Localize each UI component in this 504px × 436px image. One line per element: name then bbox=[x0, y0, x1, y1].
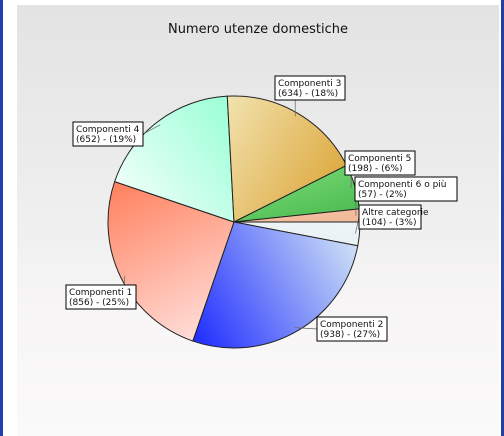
slice-label-value: (104) - (3%) bbox=[362, 218, 416, 228]
slice-label-name: Componenti 3 bbox=[278, 79, 341, 89]
slice-label-name: Altre categorie bbox=[362, 208, 429, 218]
slice-label-value: (938) - (27%) bbox=[320, 330, 380, 340]
slice-label-value: (856) - (25%) bbox=[69, 298, 129, 308]
slice-label: Componenti 1(856) - (25%) bbox=[65, 284, 137, 310]
slice-label: Componenti 6 o più(57) - (2%) bbox=[354, 176, 458, 202]
slice-label-value: (57) - (2%) bbox=[358, 190, 407, 200]
slice-label-box bbox=[65, 284, 137, 310]
slice-label: Componenti 2(938) - (27%) bbox=[316, 316, 388, 342]
slice-label: Componenti 5(198) - (6%) bbox=[344, 150, 416, 176]
chart-title: Numero utenze domestiche bbox=[167, 22, 349, 37]
leader-line bbox=[355, 216, 360, 234]
slice-label-value: (198) - (6%) bbox=[348, 164, 402, 174]
slice-label-box bbox=[344, 150, 416, 176]
slice-label-name: Componenti 6 o più bbox=[358, 180, 446, 190]
slice-label-name: Componenti 4 bbox=[76, 125, 140, 135]
slice-label: Componenti 3(634) - (18%) bbox=[274, 75, 346, 101]
slices-layer bbox=[107, 95, 361, 349]
slice-label-value: (634) - (18%) bbox=[278, 89, 338, 99]
slice-label-name: Componenti 1 bbox=[69, 288, 132, 298]
slice-label: Altre categorie(104) - (3%) bbox=[358, 204, 429, 230]
slice-label: Componenti 4(652) - (19%) bbox=[72, 121, 144, 147]
slice-label-box bbox=[358, 204, 422, 230]
pie-slice-componenti-3 bbox=[226, 95, 348, 223]
slice-label-name: Componenti 2 bbox=[320, 320, 383, 330]
pie-slice-componenti-4 bbox=[114, 95, 235, 223]
slice-label-box bbox=[316, 316, 388, 342]
pie-slice-componenti-1 bbox=[107, 180, 235, 342]
slice-label-box bbox=[72, 121, 144, 147]
slice-label-box bbox=[354, 176, 458, 202]
pie-slice-componenti-2 bbox=[192, 221, 359, 349]
slice-label-name: Componenti 5 bbox=[348, 154, 411, 164]
leader-line bbox=[295, 327, 318, 330]
labels-layer: Altre categorie(104) - (3%)Componenti 2(… bbox=[65, 75, 458, 342]
leader-line bbox=[142, 124, 161, 135]
slice-label-box bbox=[274, 75, 346, 101]
slice-label-value: (652) - (19%) bbox=[76, 135, 136, 145]
